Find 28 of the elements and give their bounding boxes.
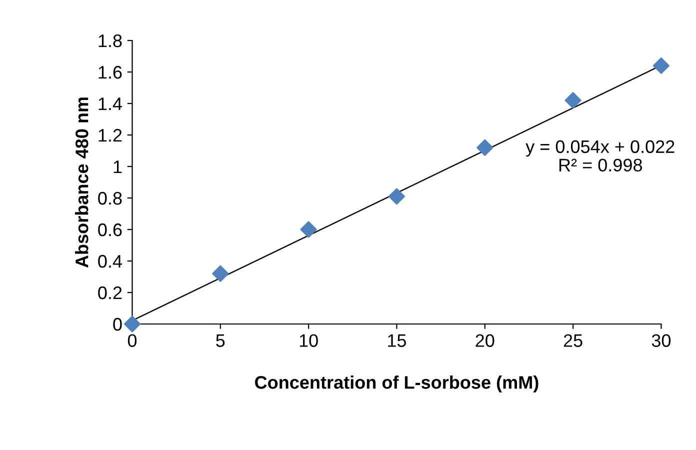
x-tick-label: 20	[476, 334, 494, 347]
y-tick-label: 1.2	[98, 128, 122, 142]
x-tick-label: 5	[216, 334, 225, 347]
point	[388, 188, 406, 205]
x-tick-label: 25	[564, 334, 582, 347]
y-tick-label: 1.8	[98, 34, 122, 48]
y-tick-label: 0.8	[98, 192, 122, 205]
x-tick-label: 0	[128, 334, 137, 347]
y-tick-label: 1.6	[98, 66, 122, 79]
x-tick-label: 30	[652, 334, 671, 347]
x-tick-label: 15	[388, 334, 406, 347]
y-tick-label: 1	[114, 160, 122, 174]
y-tick-label: 0.2	[98, 286, 122, 300]
point	[124, 316, 141, 332]
y-axis-title: Absorbance 480 nm	[75, 98, 88, 268]
y-tick-label: 1.4	[98, 98, 122, 110]
y-tick-label: 0.4	[98, 254, 122, 268]
point	[476, 139, 494, 156]
point	[212, 265, 229, 282]
point	[652, 57, 670, 74]
point	[564, 92, 582, 109]
point	[300, 221, 317, 238]
x-tick-label: 10	[300, 334, 318, 347]
x-axis-title: Concentration of L-sorbose (mM)	[255, 376, 538, 392]
annotation: R² = 0.998	[559, 158, 642, 172]
annotation: y = 0.054x + 0.022	[526, 140, 674, 157]
y-tick-label: 0.6	[98, 223, 122, 236]
y-tick-label: 0	[113, 318, 122, 331]
